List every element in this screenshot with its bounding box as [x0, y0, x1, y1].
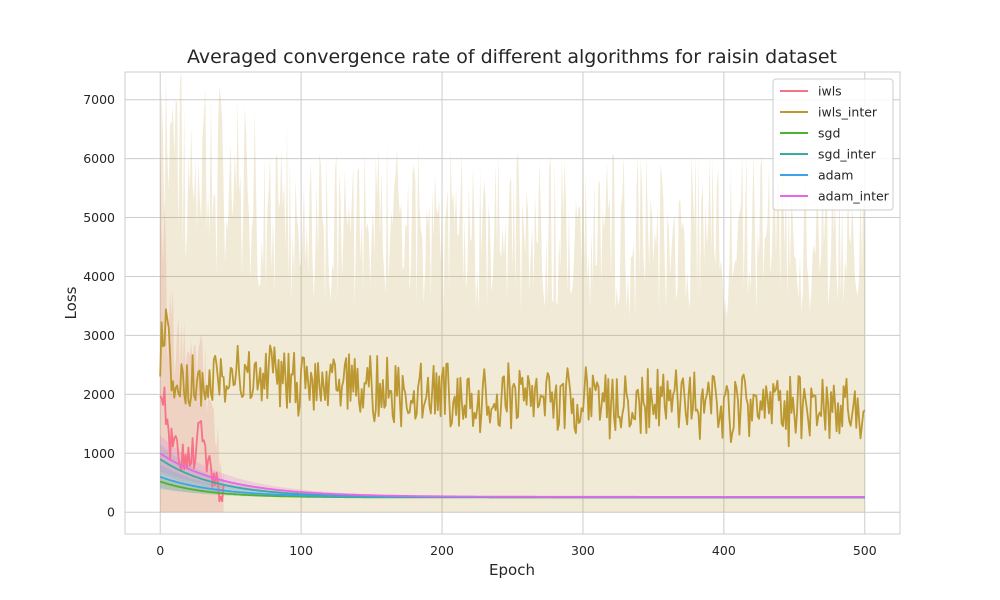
- y-tick-label: 3000: [83, 328, 115, 343]
- x-tick-label: 500: [853, 543, 877, 558]
- x-axis-ticks: 0 100 200 300 400 500: [156, 543, 876, 558]
- x-tick-label: 200: [430, 543, 454, 558]
- y-tick-label: 7000: [83, 92, 115, 107]
- band-sgd: [160, 475, 865, 498]
- line-adam-inter: [159, 452, 865, 498]
- series-lines: [159, 308, 866, 503]
- y-tick-label: 6000: [83, 151, 115, 166]
- legend-label-iwls-inter: iwls_inter: [818, 105, 878, 120]
- chart-title: Averaged convergence rate of different a…: [187, 46, 837, 68]
- band-iwls: [160, 112, 224, 513]
- x-tick-label: 300: [571, 543, 595, 558]
- line-iwls-inter: [159, 308, 866, 448]
- y-tick-label: 4000: [83, 269, 115, 284]
- legend-label-sgd-inter: sgd_inter: [818, 147, 877, 162]
- legend-label-sgd: sgd: [818, 126, 840, 141]
- x-axis-label: Epoch: [489, 561, 535, 579]
- plot-area: [124, 71, 901, 535]
- y-tick-label: 5000: [83, 210, 115, 225]
- x-tick-label: 400: [712, 543, 736, 558]
- line-iwls: [159, 386, 225, 503]
- x-tick-label: 100: [289, 543, 313, 558]
- y-tick-label: 0: [107, 505, 115, 520]
- y-tick-label: 1000: [83, 446, 115, 461]
- x-tick-label: 0: [156, 543, 164, 558]
- legend-label-iwls: iwls: [818, 84, 842, 99]
- legend-label-adam-inter: adam_inter: [818, 189, 890, 204]
- y-axis-ticks: 0 1000 2000 3000 4000 5000 6000 7000: [83, 92, 115, 520]
- y-tick-label: 2000: [83, 387, 115, 402]
- y-axis-label: Loss: [62, 286, 80, 319]
- legend-label-adam: adam: [818, 168, 853, 183]
